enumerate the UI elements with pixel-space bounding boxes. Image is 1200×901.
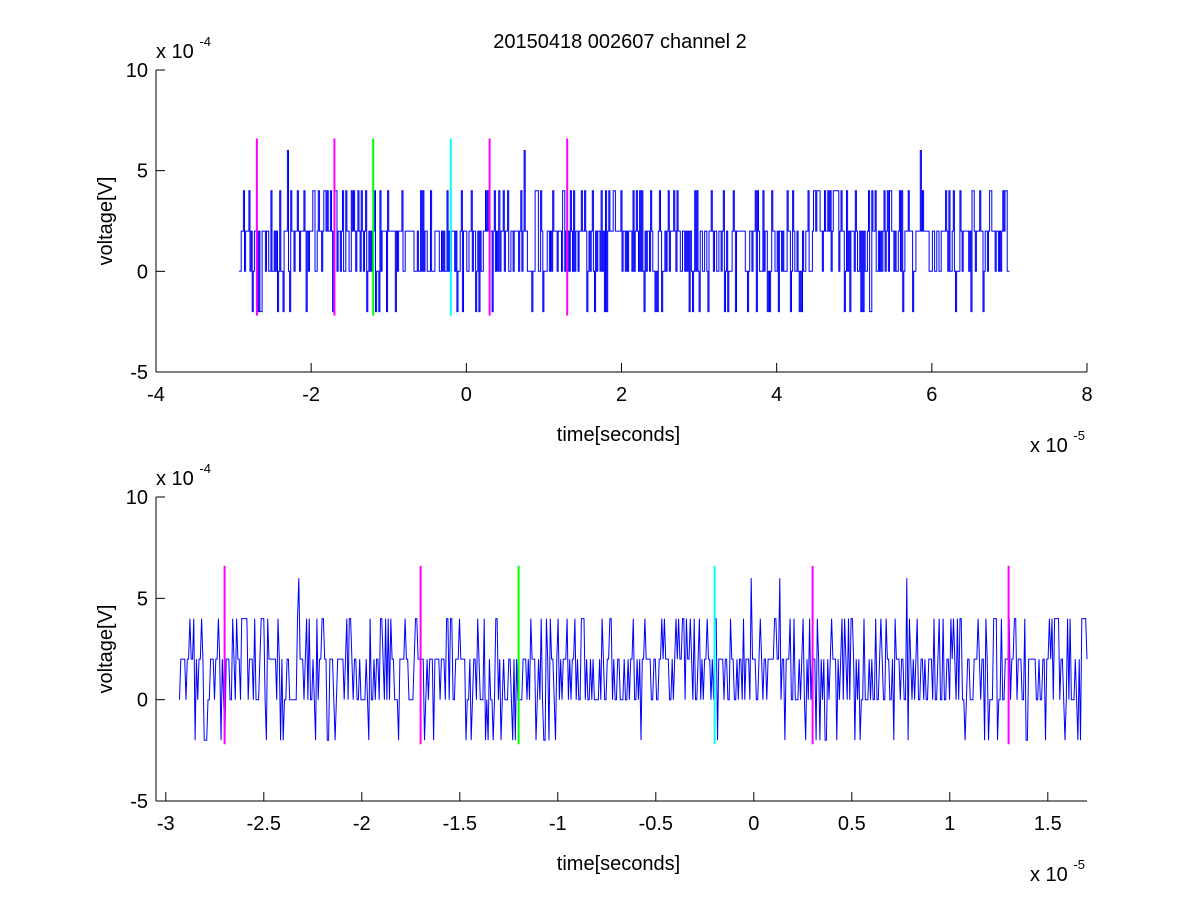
x-tick-label: -2	[353, 813, 371, 835]
x-axis-label: time[seconds]	[557, 853, 680, 875]
y-tick-label: 5	[137, 161, 148, 183]
x-tick-label: -1.5	[443, 813, 477, 835]
x-multiplier-exponent: -5	[1073, 428, 1085, 443]
x-tick-label: -2.5	[247, 813, 281, 835]
y-multiplier: x 10 -4	[156, 461, 211, 490]
x-tick-label: 0	[461, 384, 472, 406]
x-multiplier: x 10 -5	[1030, 857, 1085, 886]
x-tick-label: 1	[944, 813, 955, 835]
figure-title: 20150418 002607 channel 2	[493, 31, 747, 53]
signal-series	[239, 150, 1010, 313]
y-multiplier-exponent: -4	[199, 34, 211, 49]
y-tick-label: -5	[130, 362, 148, 384]
y-axis-label: voltage[V]	[95, 605, 117, 694]
plot-bottom: -3 -2.5 -2 -1.5 -1 -0.5 0 0.5 1 1.5 -5 0 5 10 time[sec…	[95, 461, 1088, 886]
y-tick-label: 0	[137, 261, 148, 283]
y-axis-label: voltage[V]	[95, 177, 117, 266]
x-tick-label: -2	[302, 384, 320, 406]
x-tick-label: 6	[926, 384, 937, 406]
x-multiplier: x 10 -5	[1030, 428, 1085, 457]
x-tick-label: -4	[147, 384, 165, 406]
x-tick-label: 1.5	[1034, 813, 1062, 835]
x-axis-label: time[seconds]	[557, 424, 680, 446]
y-tick-label: -5	[130, 791, 148, 813]
y-multiplier-exponent: -4	[199, 461, 211, 476]
y-tick-label: 0	[137, 690, 148, 712]
x-tick-label: 8	[1081, 384, 1092, 406]
x-tick-label: 4	[771, 384, 782, 406]
x-tick-label: 2	[616, 384, 627, 406]
signal-series	[179, 578, 1088, 741]
x-tick-label: 0.5	[838, 813, 866, 835]
y-tick-label: 10	[126, 487, 148, 509]
plot-top: -4 -2 0 2 4 6 8 -5 0 5 10 time[seconds] voltage[V] x …	[95, 34, 1093, 457]
y-tick-label: 5	[137, 588, 148, 610]
x-tick-label: -1	[549, 813, 567, 835]
y-tick-label: 10	[126, 60, 148, 82]
x-tick-label: -3	[157, 813, 175, 835]
y-multiplier: x 10 -4	[156, 34, 211, 63]
x-tick-label: -0.5	[639, 813, 673, 835]
x-multiplier-exponent: -5	[1073, 857, 1085, 872]
x-tick-label: 0	[748, 813, 759, 835]
